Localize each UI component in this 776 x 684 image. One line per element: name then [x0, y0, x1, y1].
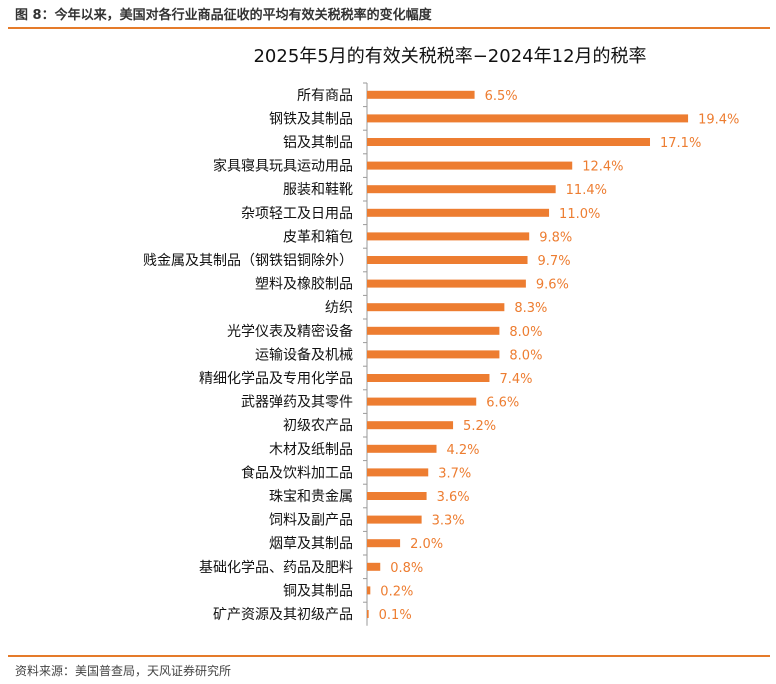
- category-label: 皮革和箱包: [283, 229, 353, 245]
- data-label: 12.4%: [582, 160, 623, 175]
- figure-title: 图 8：今年以来，美国对各行业商品征收的平均有效关税税率的变化幅度: [15, 8, 432, 23]
- data-label: 0.8%: [390, 561, 423, 576]
- category-label: 家具寝具玩具运动用品: [213, 158, 353, 175]
- category-label: 饲料及副产品: [269, 513, 353, 529]
- category-label: 珠宝和贵金属: [269, 489, 353, 505]
- bar-chart: 2025年5月的有效关税税率−2024年12月的税率 所有商品钢铁及其制品铝及其…: [143, 46, 740, 626]
- bar: [367, 610, 369, 618]
- data-label: 17.1%: [660, 136, 701, 151]
- bar: [367, 492, 427, 500]
- data-label: 3.7%: [438, 466, 471, 481]
- bar: [367, 161, 573, 170]
- category-label: 矿产资源及其初级产品: [213, 606, 353, 623]
- category-label: 初级农产品: [283, 417, 353, 434]
- data-label: 8.0%: [509, 325, 542, 340]
- category-label: 基础化学品、药品及肥料: [199, 559, 353, 576]
- category-label: 塑料及橡胶制品: [255, 276, 353, 293]
- category-label: 运输设备及机械: [255, 346, 353, 363]
- category-label: 服装和鞋靴: [283, 182, 353, 198]
- data-label: 6.5%: [485, 89, 518, 104]
- category-label: 纺织: [325, 300, 353, 316]
- data-label: 7.4%: [499, 372, 532, 387]
- category-label: 木材及纸制品: [269, 442, 353, 458]
- bottom-divider: [8, 655, 770, 657]
- data-label: 9.8%: [539, 230, 572, 245]
- data-label: 2.0%: [410, 537, 443, 552]
- bars-layer: [367, 90, 689, 618]
- bar: [367, 208, 550, 217]
- category-label: 烟草及其制品: [269, 536, 353, 552]
- category-label: 铜及其制品: [283, 583, 353, 599]
- bar: [367, 374, 490, 382]
- data-label: 5.2%: [463, 419, 496, 434]
- category-label: 武器弹药及其零件: [241, 395, 353, 411]
- data-label: 19.4%: [698, 112, 739, 127]
- data-label: 0.1%: [379, 608, 412, 623]
- bar: [367, 114, 689, 123]
- bar: [367, 515, 422, 524]
- bar: [367, 232, 530, 241]
- bar: [367, 562, 381, 571]
- category-label: 精细化学品及专用化学品: [199, 371, 353, 387]
- bar: [367, 468, 429, 477]
- bar: [367, 279, 526, 288]
- category-label: 贱金属及其制品（钢铁铝铜除外）: [143, 253, 353, 269]
- data-label: 6.6%: [486, 396, 519, 411]
- bar: [367, 138, 651, 146]
- category-label: 铝及其制品: [283, 135, 353, 151]
- data-label: 9.7%: [538, 254, 571, 269]
- data-label: 0.2%: [380, 584, 413, 599]
- top-divider: [8, 27, 770, 29]
- bar: [367, 326, 500, 335]
- data-label: 8.3%: [514, 301, 547, 316]
- data-label: 11.0%: [559, 207, 600, 222]
- data-label: 9.6%: [536, 278, 569, 293]
- bar: [367, 350, 500, 359]
- category-label: 杂项轻工及日用品: [241, 206, 353, 222]
- bar: [367, 586, 371, 595]
- data-label: 3.3%: [432, 514, 465, 529]
- category-label: 钢铁及其制品: [269, 111, 353, 127]
- bar: [367, 397, 477, 406]
- category-labels: 所有商品钢铁及其制品铝及其制品家具寝具玩具运动用品服装和鞋靴杂项轻工及日用品皮革…: [143, 88, 353, 623]
- bar: [367, 185, 556, 194]
- bar: [367, 90, 475, 99]
- category-label: 所有商品: [297, 88, 353, 104]
- data-label: 8.0%: [509, 348, 542, 363]
- bar: [367, 539, 401, 548]
- data-label: 3.6%: [437, 490, 470, 505]
- bar: [367, 421, 454, 430]
- bar: [367, 444, 437, 453]
- chart-title: 2025年5月的有效关税税率−2024年12月的税率: [253, 46, 646, 67]
- category-label: 食品及饮料加工品: [241, 464, 353, 481]
- axis-layer: [363, 82, 368, 626]
- bar: [367, 303, 505, 312]
- category-label: 光学仪表及精密设备: [227, 323, 353, 340]
- source-note: 资料来源：美国普查局，天风证券研究所: [15, 664, 232, 678]
- value-labels: 6.5% 19.4% 17.1% 12.4% 11.4% 11.0% 9.8% 9.7% 9.6…: [379, 89, 740, 623]
- data-label: 11.4%: [566, 183, 607, 198]
- bar: [367, 256, 528, 264]
- data-label: 4.2%: [447, 443, 480, 458]
